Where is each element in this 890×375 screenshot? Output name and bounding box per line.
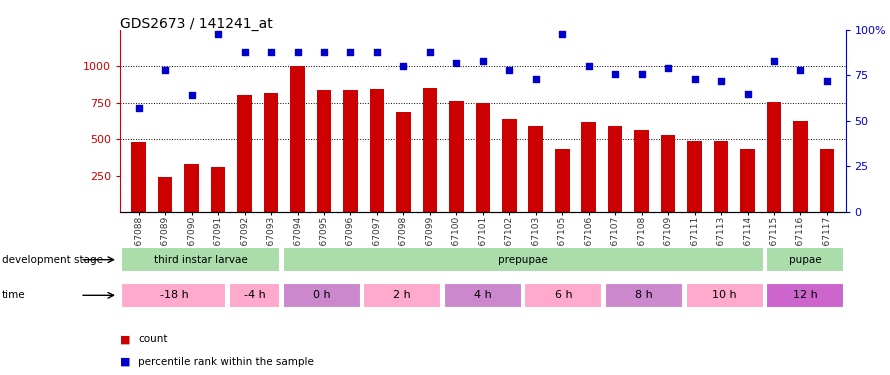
Text: 2 h: 2 h [393,290,411,300]
Text: GDS2673 / 141241_at: GDS2673 / 141241_at [120,17,273,31]
Bar [449,101,464,212]
Bar [635,130,649,212]
Bar [122,247,280,272]
Bar [555,148,570,212]
Text: count: count [138,334,167,344]
Bar [608,126,622,212]
Bar [229,283,280,308]
Bar [444,283,522,308]
Bar [661,135,676,212]
Point [529,76,543,82]
Point [740,91,755,97]
Point [555,31,570,37]
Text: 6 h: 6 h [554,290,572,300]
Bar [184,164,198,212]
Bar [122,283,226,308]
Point [449,60,464,66]
Text: ■: ■ [120,357,131,367]
Point [608,70,622,76]
Bar [475,103,490,212]
Bar [685,283,764,308]
Point [476,58,490,64]
Bar [283,247,764,272]
Bar [317,90,331,212]
Bar [263,93,279,212]
Bar [740,149,755,212]
Point [635,70,649,76]
Bar [283,283,360,308]
Point [370,49,384,55]
Bar [529,126,543,212]
Point [423,49,437,55]
Bar [687,141,702,212]
Text: development stage: development stage [2,255,102,265]
Point [767,58,781,64]
Bar [211,167,225,212]
Point [290,49,304,55]
Text: percentile rank within the sample: percentile rank within the sample [138,357,314,367]
Text: prepupae: prepupae [498,255,548,265]
Bar [766,247,844,272]
Bar [238,96,252,212]
Bar [423,88,437,212]
Text: 4 h: 4 h [474,290,491,300]
Point [714,78,728,84]
Point [132,105,146,111]
Bar [581,122,596,212]
Bar [158,177,173,212]
Point [238,49,252,55]
Point [502,67,516,73]
Point [820,78,834,84]
Point [317,49,331,55]
Point [184,93,198,99]
Bar [714,141,728,212]
Bar [793,121,808,212]
Text: 0 h: 0 h [312,290,330,300]
Bar [132,142,146,212]
Text: 10 h: 10 h [712,290,737,300]
Text: 8 h: 8 h [635,290,653,300]
Bar [502,120,516,212]
Bar [363,283,441,308]
Text: -4 h: -4 h [244,290,265,300]
Bar [524,283,603,308]
Point [661,65,676,71]
Point [158,67,173,73]
Bar [605,283,683,308]
Bar [344,90,358,212]
Bar [820,148,834,212]
Bar [396,112,410,212]
Point [793,67,807,73]
Bar [290,66,304,212]
Text: third instar larvae: third instar larvae [154,255,247,265]
Text: ■: ■ [120,334,131,344]
Text: pupae: pupae [789,255,821,265]
Text: 12 h: 12 h [793,290,818,300]
Bar [767,102,781,212]
Point [581,63,595,69]
Point [396,63,410,69]
Point [264,49,279,55]
Point [211,31,225,37]
Text: -18 h: -18 h [159,290,189,300]
Bar [369,89,384,212]
Point [687,76,701,82]
Point [344,49,358,55]
Text: time: time [2,290,26,300]
Bar [766,283,844,308]
